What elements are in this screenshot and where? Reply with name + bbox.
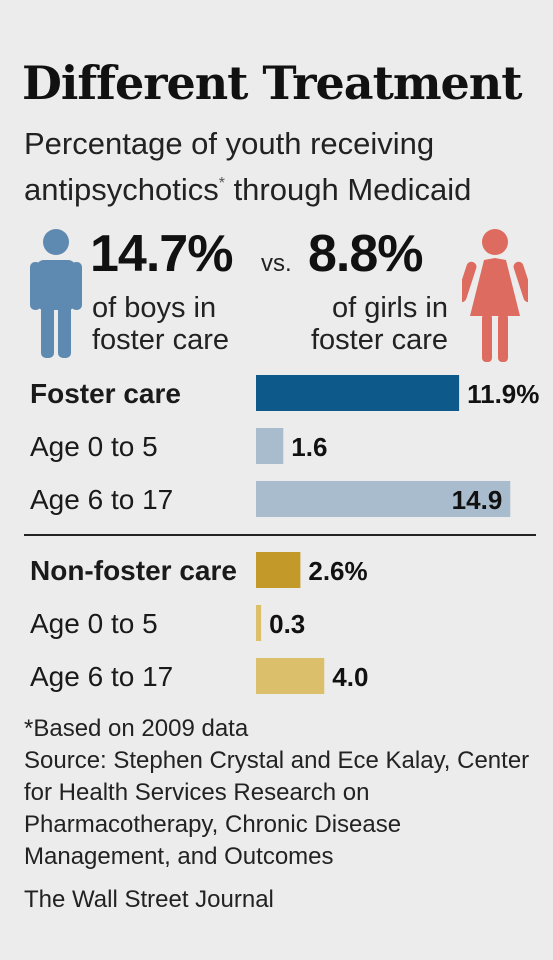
row-label: Age 6 to 17 — [30, 484, 173, 515]
boys-label-line2: foster care — [92, 324, 229, 356]
girls-label: of girls in foster care — [300, 292, 448, 356]
bar — [256, 375, 460, 411]
bar — [256, 428, 284, 464]
bar-value-label: 14.9 — [452, 485, 503, 515]
footnote: *Based on 2009 data Source: Stephen Crys… — [24, 713, 544, 873]
bar-value-label: 1.6 — [291, 432, 327, 462]
row-label: Age 0 to 5 — [30, 608, 158, 639]
bar — [256, 658, 325, 694]
boys-label-line1: of boys in — [92, 292, 217, 324]
credit: The Wall Street Journal — [24, 886, 274, 913]
boy-icon — [30, 229, 82, 358]
footnote-source: Source: Stephen Crystal and Ece Kalay, C… — [24, 747, 530, 870]
bar-chart: Foster care 11.9% Age 0 to 5 1.6 Age 6 to 17… — [24, 375, 539, 694]
row-label: Age 6 to 17 — [30, 661, 173, 692]
chart-title: Different Treatment — [22, 56, 522, 110]
bar-value-label: 0.3 — [269, 609, 305, 639]
girls-label-line2: foster care — [311, 324, 448, 356]
subtitle-text-rest: through Medicaid — [224, 172, 472, 207]
bar-value-label: 2.6% — [308, 556, 367, 586]
bar-value-label: 11.9% — [467, 379, 539, 409]
boys-percent: 14.7% — [90, 225, 233, 283]
vs-text: vs. — [261, 250, 292, 277]
girl-icon — [462, 229, 528, 362]
subtitle-footnote-mark: * — [218, 175, 225, 192]
subtitle-text: Percentage of youth receiving antipsycho… — [24, 126, 435, 207]
bar — [256, 481, 511, 517]
row-label: Non-foster care — [30, 555, 237, 586]
girls-label-line1: of girls in — [331, 292, 448, 324]
chart-subtitle: Percentage of youth receiving antipsycho… — [24, 124, 544, 210]
footnote-note: *Based on 2009 data — [24, 715, 249, 742]
boys-label: of boys in foster care — [92, 292, 229, 356]
row-label: Foster care — [30, 378, 181, 409]
bar — [256, 605, 262, 641]
girls-percent: 8.8% — [308, 225, 424, 283]
bar — [256, 552, 301, 588]
bar-value-label: 4.0 — [332, 662, 368, 692]
row-label: Age 0 to 5 — [30, 431, 158, 462]
